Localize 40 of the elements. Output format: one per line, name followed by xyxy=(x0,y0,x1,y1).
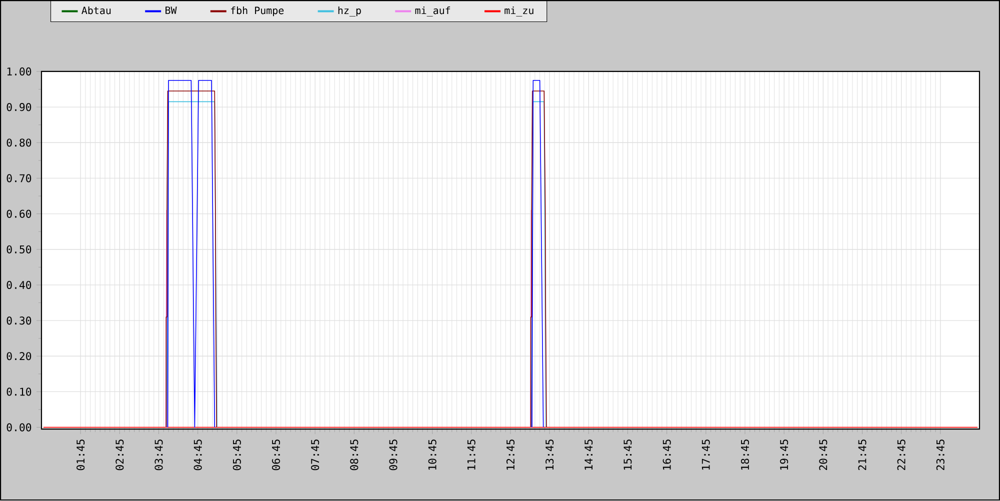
x-tick-label: 22:45 xyxy=(897,440,906,470)
x-tick-label: 12:45 xyxy=(506,440,515,470)
y-tick-label: 0.30 xyxy=(6,316,32,325)
legend-label: hz_p xyxy=(338,6,361,17)
x-tick-label: 10:45 xyxy=(428,440,436,470)
x-tick-label: 21:45 xyxy=(858,440,866,470)
legend-label: mi_auf xyxy=(415,6,450,17)
x-tick-label: 19:45 xyxy=(780,440,788,470)
x-tick-label: 23:45 xyxy=(936,440,944,470)
y-tick-label: 0.70 xyxy=(6,174,32,182)
x-tick-label: 18:45 xyxy=(740,440,750,470)
x-tick-label: 16:45 xyxy=(662,440,671,470)
x-tick-label: 08:45 xyxy=(350,440,358,470)
y-tick-label: 0.90 xyxy=(6,103,32,112)
x-tick-label: 01:45 xyxy=(76,440,85,470)
y-tick-label: 0.00 xyxy=(6,423,32,432)
x-tick-label: 17:45 xyxy=(702,440,710,470)
legend-label: mi_zu xyxy=(504,6,534,17)
x-tick-label: 05:45 xyxy=(232,440,241,470)
x-tick-label: 20:45 xyxy=(819,440,828,470)
x-tick-label: 11:45 xyxy=(467,440,476,470)
y-tick-label: 0.20 xyxy=(6,352,32,360)
x-tick-label: 04:45 xyxy=(194,440,202,470)
y-tick-label: 0.60 xyxy=(6,210,32,218)
x-tick-label: 06:45 xyxy=(272,440,280,470)
y-tick-label: 1.00 xyxy=(7,68,32,76)
x-tick-label: 14:45 xyxy=(584,440,593,470)
x-tick-label: 13:45 xyxy=(546,440,554,470)
y-tick-label: 0.40 xyxy=(6,281,32,290)
x-tick-label: 02:45 xyxy=(116,440,124,470)
legend-label: BW xyxy=(166,6,177,14)
x-tick-label: 07:45 xyxy=(311,440,320,470)
x-tick-label: 15:45 xyxy=(624,440,632,470)
legend-label: Abtau xyxy=(82,6,111,14)
legend-label: fbh Pumpe xyxy=(231,6,284,16)
y-tick-label: 0.10 xyxy=(6,388,32,396)
x-tick-label: 09:45 xyxy=(389,440,398,470)
y-tick-label: 0.80 xyxy=(6,138,32,147)
x-tick-label: 03:45 xyxy=(154,440,163,470)
y-tick-label: 0.50 xyxy=(6,246,32,254)
